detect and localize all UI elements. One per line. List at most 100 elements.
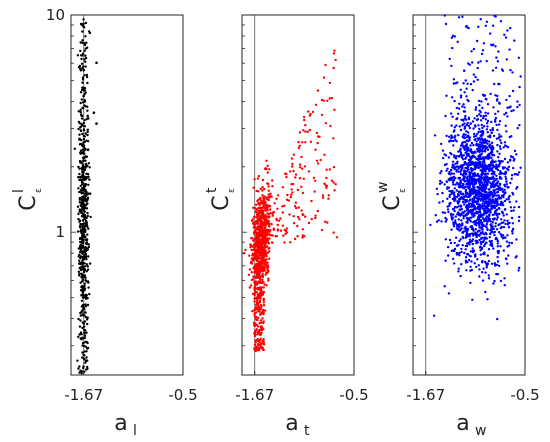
scatter-point (474, 106, 478, 109)
scatter-point (503, 185, 507, 188)
scatter-point (471, 61, 474, 64)
scatter-point (455, 189, 458, 192)
scatter-point (485, 20, 489, 23)
scatter-point (498, 133, 501, 136)
scatter-point (295, 206, 298, 210)
scatter-point (448, 179, 451, 182)
scatter-point (471, 179, 474, 183)
scatter-point (255, 259, 259, 262)
scatter-point (515, 153, 518, 156)
scatter-point (80, 214, 84, 218)
scatter-point (482, 42, 486, 45)
scatter-point (84, 252, 87, 255)
scatter-point (87, 243, 91, 246)
scatter-point (459, 238, 462, 241)
scatter-point (82, 265, 85, 268)
scatter-point (508, 200, 511, 204)
scatter-point (258, 287, 262, 291)
scatter-point (79, 226, 82, 229)
scatter-point (82, 365, 85, 368)
scatter-point (248, 254, 251, 257)
x-axis-label-sub: t (304, 423, 310, 439)
scatter-point (314, 179, 317, 182)
scatter-point (467, 212, 470, 215)
scatter-point (77, 165, 80, 169)
scatter-point (78, 190, 81, 194)
scatter-point (252, 186, 255, 189)
scatter-point (503, 113, 506, 116)
scatter-point (261, 317, 264, 320)
scatter-point (457, 218, 460, 221)
scatter-point (477, 163, 480, 166)
scatter-point (254, 275, 258, 278)
scatter-point (264, 263, 267, 266)
scatter-point (77, 255, 80, 258)
scatter-point (452, 223, 455, 226)
scatter-point (86, 109, 89, 112)
scatter-point (463, 203, 466, 206)
scatter-point (79, 189, 83, 192)
scatter-point (455, 206, 459, 209)
scatter-point (465, 269, 468, 272)
scatter-point (86, 296, 89, 300)
scatter-point (482, 217, 485, 220)
scatter-point (253, 232, 256, 235)
scatter-point (447, 156, 451, 159)
scatter-point (447, 254, 450, 257)
scatter-point (79, 108, 82, 112)
scatter-point (259, 260, 263, 263)
scatter-point (480, 175, 483, 178)
scatter-point (513, 173, 516, 176)
scatter-point (323, 153, 326, 156)
scatter-point (318, 135, 321, 139)
scatter-point (474, 207, 477, 211)
scatter-point (480, 52, 484, 56)
scatter-point (452, 172, 456, 175)
scatter-point (95, 61, 98, 65)
scatter-point (86, 128, 90, 131)
scatter-point (494, 178, 498, 181)
scatter-point (459, 214, 462, 217)
scatter-point (499, 160, 502, 163)
scatter-point (494, 182, 497, 186)
scatter-point (281, 186, 285, 189)
scatter-point (518, 85, 521, 89)
scatter-point (480, 242, 483, 246)
scatter-point (261, 212, 264, 215)
scatter-point (493, 233, 496, 237)
scatter-point (506, 223, 510, 226)
scatter-point (488, 214, 491, 217)
plot-frame (70, 14, 184, 376)
scatter-point (448, 193, 452, 197)
scatter-point (478, 220, 481, 223)
scatter-point (499, 233, 502, 236)
scatter-point (251, 292, 255, 296)
scatter-point (256, 240, 259, 243)
scatter-point (81, 81, 84, 84)
scatter-point (477, 61, 480, 64)
scatter-point (251, 237, 254, 240)
scatter-point (487, 195, 491, 198)
scatter-point (303, 165, 307, 168)
scatter-point (464, 248, 467, 251)
scatter-point (487, 191, 490, 194)
scatter-point (493, 194, 496, 197)
scatter-point (262, 301, 266, 304)
scatter-point (81, 30, 84, 33)
scatter-point (503, 141, 507, 144)
scatter-point (79, 229, 83, 232)
scatter-point (290, 157, 294, 160)
scatter-point (465, 234, 468, 237)
scatter-point (484, 147, 488, 150)
scatter-point (472, 135, 476, 138)
scatter-point (258, 331, 261, 334)
scatter-point (327, 194, 330, 197)
scatter-point (269, 212, 272, 215)
scatter-point (256, 265, 259, 268)
scatter-point (481, 139, 484, 142)
scatter-point (80, 201, 83, 204)
scatter-point (472, 191, 475, 194)
scatter-point (88, 262, 92, 265)
scatter-point (455, 124, 458, 127)
scatter-point (477, 203, 480, 206)
